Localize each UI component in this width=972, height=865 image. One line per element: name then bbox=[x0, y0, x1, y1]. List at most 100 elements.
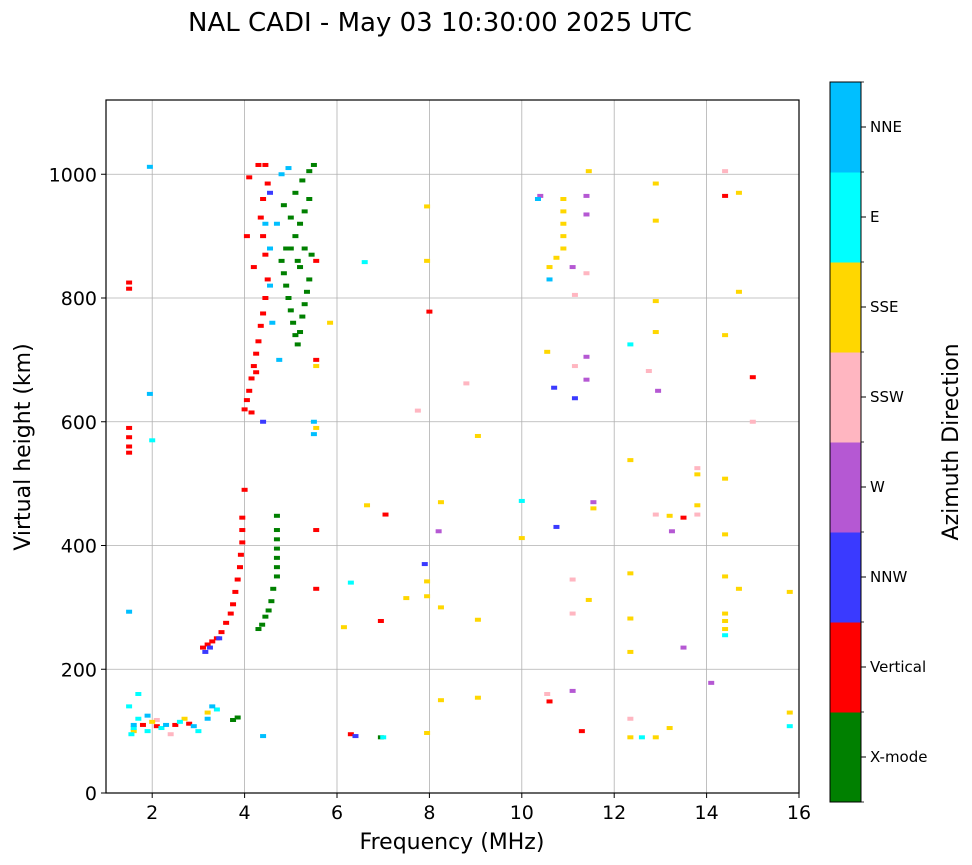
data-point bbox=[340, 625, 347, 630]
data-point bbox=[585, 597, 592, 602]
data-point bbox=[382, 512, 389, 517]
x-tick-label: 2 bbox=[146, 802, 158, 824]
data-point bbox=[204, 710, 211, 715]
data-point bbox=[292, 234, 299, 239]
data-point bbox=[463, 381, 470, 386]
data-point bbox=[270, 586, 277, 591]
data-point bbox=[146, 391, 153, 396]
data-point bbox=[273, 513, 280, 518]
data-point bbox=[301, 302, 308, 307]
y-tick-label: 400 bbox=[61, 536, 97, 558]
x-axis-label: Frequency (MHz) bbox=[360, 830, 545, 855]
plot-background bbox=[106, 100, 799, 793]
data-point bbox=[299, 314, 306, 319]
data-point bbox=[560, 197, 567, 201]
data-point bbox=[294, 258, 301, 263]
y-tick-label: 600 bbox=[61, 412, 97, 434]
data-point bbox=[722, 333, 729, 338]
data-point bbox=[287, 215, 294, 220]
colorbar-segments bbox=[830, 82, 861, 803]
data-point bbox=[627, 342, 634, 347]
data-point bbox=[749, 419, 756, 424]
data-point bbox=[230, 717, 237, 722]
data-point bbox=[546, 265, 553, 270]
data-point bbox=[569, 265, 576, 270]
data-point bbox=[680, 645, 687, 650]
data-point bbox=[287, 308, 294, 313]
data-point bbox=[213, 707, 220, 712]
data-point bbox=[167, 732, 174, 737]
data-point bbox=[130, 722, 137, 727]
colorbar-segment bbox=[830, 712, 861, 803]
data-point bbox=[301, 246, 308, 251]
data-point bbox=[126, 280, 133, 285]
data-point bbox=[652, 218, 659, 223]
data-point bbox=[273, 221, 280, 226]
colorbar-tick-label: E bbox=[870, 208, 879, 226]
data-point bbox=[534, 197, 541, 201]
colorbar-label: Azimuth Direction bbox=[939, 343, 964, 540]
data-point bbox=[126, 450, 133, 455]
data-point bbox=[544, 349, 551, 354]
data-point bbox=[158, 726, 165, 731]
data-point bbox=[195, 729, 202, 734]
data-point bbox=[518, 498, 525, 503]
data-point bbox=[735, 586, 742, 591]
grid bbox=[106, 100, 799, 793]
data-point bbox=[437, 500, 444, 505]
data-point bbox=[126, 425, 133, 430]
data-point bbox=[135, 692, 142, 696]
data-point bbox=[313, 586, 320, 591]
data-point bbox=[722, 169, 729, 174]
x-tick-label: 12 bbox=[602, 802, 626, 824]
data-point bbox=[135, 716, 142, 721]
data-point bbox=[694, 512, 701, 517]
data-point bbox=[126, 609, 133, 614]
data-point bbox=[583, 354, 590, 359]
data-point bbox=[262, 162, 269, 167]
data-point bbox=[172, 722, 179, 727]
data-point bbox=[227, 611, 234, 616]
data-point bbox=[149, 719, 156, 724]
colorbar-tick-label: NNW bbox=[870, 568, 907, 586]
data-point bbox=[571, 292, 578, 297]
data-point bbox=[583, 212, 590, 217]
data-point bbox=[246, 388, 253, 393]
data-point bbox=[313, 364, 320, 369]
data-point bbox=[722, 611, 729, 616]
data-point bbox=[708, 680, 715, 685]
data-point bbox=[749, 375, 756, 380]
colorbar-tick-label: X-mode bbox=[870, 748, 927, 766]
data-point bbox=[232, 589, 239, 594]
data-point bbox=[287, 246, 294, 251]
data-point bbox=[294, 342, 301, 347]
data-point bbox=[474, 695, 481, 700]
data-point bbox=[260, 234, 267, 239]
data-point bbox=[248, 410, 255, 415]
data-point bbox=[264, 277, 271, 282]
data-point bbox=[273, 574, 280, 579]
data-point bbox=[144, 729, 151, 734]
data-point bbox=[424, 258, 431, 263]
data-point bbox=[364, 503, 371, 508]
data-point bbox=[241, 407, 248, 412]
data-point bbox=[583, 193, 590, 198]
data-point bbox=[652, 330, 659, 335]
data-point bbox=[292, 190, 299, 195]
data-point bbox=[301, 209, 308, 214]
data-point bbox=[590, 506, 597, 511]
data-point bbox=[313, 357, 320, 362]
data-point bbox=[435, 529, 442, 534]
data-point bbox=[128, 732, 135, 737]
data-point bbox=[694, 472, 701, 477]
data-point bbox=[246, 175, 253, 180]
data-point bbox=[474, 433, 481, 438]
data-point bbox=[722, 618, 729, 623]
data-point bbox=[262, 296, 269, 300]
data-point bbox=[273, 565, 280, 570]
data-point bbox=[202, 649, 209, 654]
colorbar: X-mode Vertical NNW W SSW SSE E NNE Azimuth Dir… bbox=[829, 81, 964, 803]
data-point bbox=[627, 735, 634, 740]
data-point bbox=[313, 425, 320, 430]
